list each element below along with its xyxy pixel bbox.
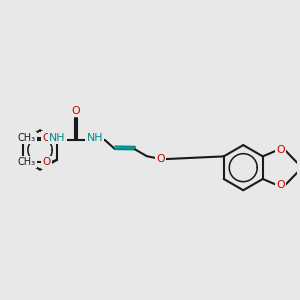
Text: CH₃: CH₃ [18,157,36,167]
Text: O: O [72,106,80,116]
Text: O: O [276,146,285,155]
Text: O: O [42,158,50,167]
Text: NH: NH [49,133,66,143]
Text: NH: NH [86,133,103,143]
Text: CH₃: CH₃ [18,133,36,143]
Text: O: O [42,133,50,142]
Text: O: O [276,180,285,190]
Text: O: O [156,154,165,164]
